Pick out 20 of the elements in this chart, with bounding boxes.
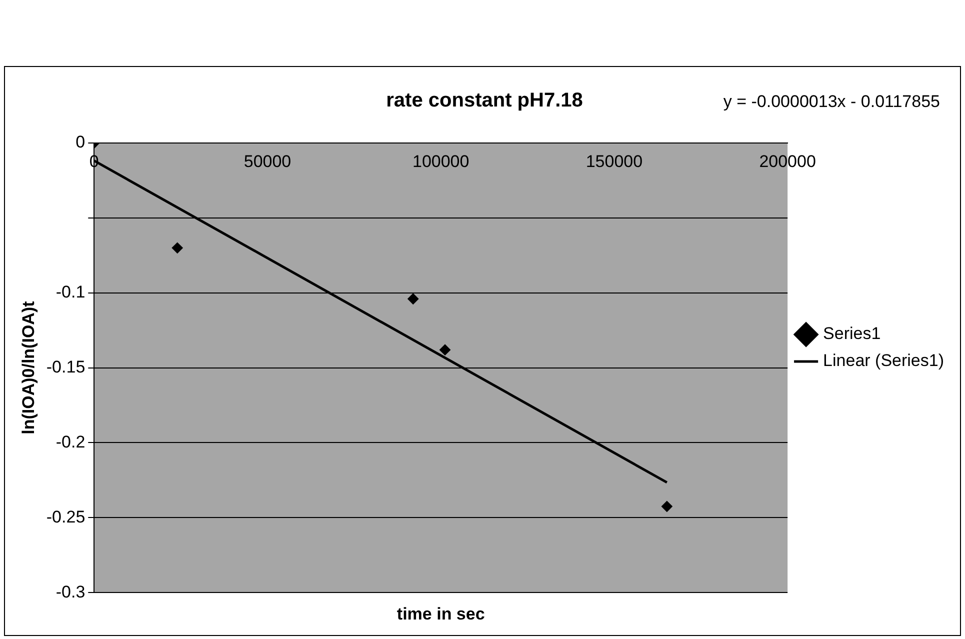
x-tick-label: 200000 bbox=[759, 152, 816, 171]
y-tick-label: -0.3 bbox=[56, 582, 86, 602]
point bbox=[440, 344, 451, 356]
x-tick-label: 150000 bbox=[586, 152, 643, 171]
y-tick-label: -0.15 bbox=[46, 357, 86, 376]
y-tick-label: -0.1 bbox=[56, 282, 86, 302]
point bbox=[172, 242, 183, 254]
y-tick-label: -0.25 bbox=[46, 507, 86, 526]
text: y = -0.0000013x - 0.0117855 bbox=[723, 92, 940, 112]
y-axis-title: ln(IOA)0/ln(IOA)t bbox=[18, 300, 38, 434]
point bbox=[408, 293, 419, 304]
x-tick-label: 50000 bbox=[244, 152, 292, 171]
chart-title: rate constant pH7.18 bbox=[386, 90, 583, 112]
x-axis-title: time in sec bbox=[396, 604, 485, 624]
legend-label: Linear (Series1) bbox=[823, 351, 944, 370]
point bbox=[661, 500, 672, 512]
x-tick-label: 100000 bbox=[412, 152, 470, 171]
y-tick-label: 0 bbox=[76, 132, 86, 152]
legend-label: Series1 bbox=[823, 324, 881, 344]
y-tick-label: -0.2 bbox=[56, 432, 86, 452]
